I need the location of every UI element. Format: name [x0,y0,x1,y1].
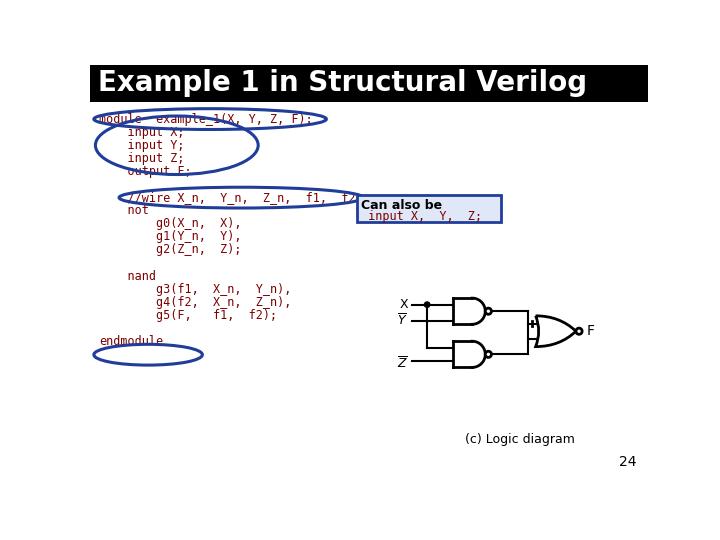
Text: input X;: input X; [99,126,185,139]
Text: Example 1 in Structural Verilog: Example 1 in Structural Verilog [98,69,587,97]
Text: Can also be: Can also be [361,199,442,212]
Text: module  example_1(X, Y, Z, F);: module example_1(X, Y, Z, F); [99,112,313,125]
Text: g2(Z_n,  Z);: g2(Z_n, Z); [99,244,242,256]
Circle shape [485,308,492,314]
Text: output F;: output F; [99,165,192,178]
Text: $\overline{Z}$: $\overline{Z}$ [397,356,408,372]
Bar [90,65,648,102]
Text: g4(f2,  X_n,  Z_n),: g4(f2, X_n, Z_n), [99,296,292,309]
Text: input Y;: input Y; [99,139,185,152]
Text: X: X [399,298,408,311]
PathPatch shape [536,316,576,347]
Circle shape [576,328,582,334]
Circle shape [485,351,492,357]
Text: endmodule: endmodule [99,335,163,348]
FancyBboxPatch shape [357,194,500,222]
Polygon shape [472,298,485,325]
Text: //wire X_n,  Y_n,  Z_n,  f1,  f2;: //wire X_n, Y_n, Z_n, f1, f2; [99,191,363,204]
Polygon shape [472,341,485,367]
Text: g1(Y_n,  Y),: g1(Y_n, Y), [99,231,242,244]
Text: g3(f1,  X_n,  Y_n),: g3(f1, X_n, Y_n), [99,283,292,296]
Text: F: F [587,324,595,338]
Text: nand: nand [99,269,156,282]
Text: input X,  Y,  Z;: input X, Y, Z; [361,210,482,223]
Text: $\overline{Y}$: $\overline{Y}$ [397,313,408,328]
Circle shape [424,302,430,307]
Text: g5(F,   f1,  f2);: g5(F, f1, f2); [99,309,277,322]
Text: input Z;: input Z; [99,152,185,165]
Text: not: not [99,204,149,217]
Text: 24: 24 [619,455,636,469]
Text: (c) Logic diagram: (c) Logic diagram [465,433,575,446]
Text: g0(X_n,  X),: g0(X_n, X), [99,217,242,230]
